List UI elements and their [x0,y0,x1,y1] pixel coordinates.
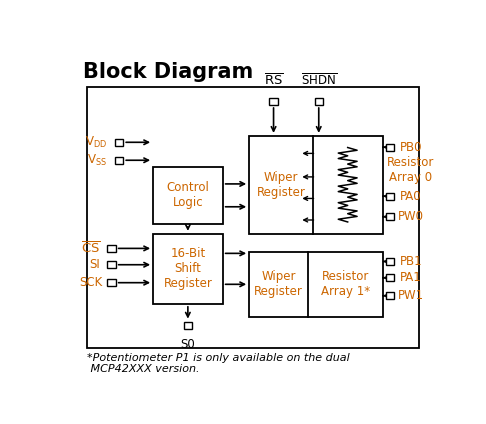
Bar [107,261,116,268]
Bar [249,136,383,234]
Text: $\overline{\rm RS}$: $\overline{\rm RS}$ [264,73,283,88]
Bar [386,144,395,151]
Bar [249,252,383,317]
Text: Wiper
Register: Wiper Register [254,271,303,298]
Text: V$_{\rm SS}$: V$_{\rm SS}$ [87,153,106,168]
Bar [314,98,323,105]
Bar [153,167,223,224]
Bar [386,192,395,200]
Bar [386,274,395,282]
Bar [87,87,418,348]
Text: Resistor
Array 0: Resistor Array 0 [387,156,434,184]
Text: PA0: PA0 [400,190,422,203]
Text: PW0: PW0 [398,210,424,223]
Bar [115,139,123,146]
Bar [386,292,395,299]
Bar [107,279,116,286]
Text: $\overline{\rm SHDN}$: $\overline{\rm SHDN}$ [301,73,337,88]
Text: PA1: PA1 [400,271,422,284]
Text: Resistor
Array 1*: Resistor Array 1* [321,271,370,298]
Bar [386,213,395,220]
Text: SI: SI [89,258,100,271]
Text: Control
Logic: Control Logic [166,181,209,209]
Text: S0: S0 [180,338,195,351]
Text: SCK: SCK [79,276,103,289]
Bar [115,156,123,164]
Text: PB0: PB0 [400,141,422,153]
Text: PW1: PW1 [398,289,424,302]
Text: PB1: PB1 [399,255,422,268]
Text: *Potentiometer P1 is only available on the dual
 MCP42XXX version.: *Potentiometer P1 is only available on t… [87,353,350,374]
Text: 16-Bit
Shift
Register: 16-Bit Shift Register [163,247,212,290]
Text: V$_{\rm DD}$: V$_{\rm DD}$ [86,135,108,150]
Text: $\overline{\rm CS}$: $\overline{\rm CS}$ [81,241,101,256]
Bar [184,321,192,329]
Bar [269,98,278,105]
Text: Wiper
Register: Wiper Register [257,171,305,199]
Bar [107,245,116,252]
Bar [153,234,223,304]
Bar [386,258,395,265]
Text: Block Diagram: Block Diagram [84,62,254,82]
